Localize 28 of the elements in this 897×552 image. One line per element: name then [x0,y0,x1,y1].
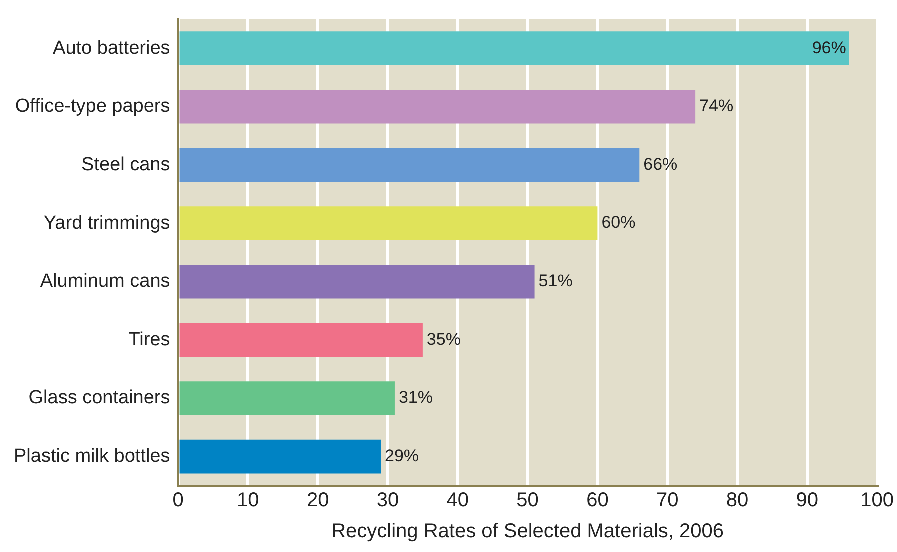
x-tick-label: 90 [796,490,819,512]
x-tick-label: 60 [586,490,609,512]
y-tick-label: Glass containers [28,388,170,409]
y-tick-label: Tires [128,329,170,350]
x-tick-label: 30 [376,490,400,512]
x-tick-label: 10 [237,490,260,512]
x-tick-label: 40 [446,490,470,512]
y-tick-label: Office-type papers [15,96,170,118]
x-tick-label: 50 [516,490,539,512]
y-tick-label: Plastic milk bottles [14,446,170,468]
x-tick-label: 0 [172,490,184,512]
x-tick-label: 100 [860,490,894,512]
y-tick-label: Auto batteries [53,38,170,59]
x-axis-title: Recycling Rates of Selected Materials, 2006 [332,520,724,543]
x-tick-label: 80 [726,490,749,512]
y-tick-label: Steel cans [82,154,170,176]
data-label: 35% [426,330,461,349]
data-label: 74% [700,96,734,116]
data-label: 96% [812,38,846,58]
y-tick-label: Yard trimmings [44,212,170,234]
y-tick-label: Aluminum cans [40,271,170,292]
data-label: 60% [602,213,636,232]
x-tick-label: 70 [656,490,679,512]
data-label: 29% [384,446,420,466]
data-label: 51% [538,272,573,291]
data-label: 66% [644,154,678,174]
data-label: 31% [398,388,434,408]
x-tick-label: 20 [306,490,330,512]
